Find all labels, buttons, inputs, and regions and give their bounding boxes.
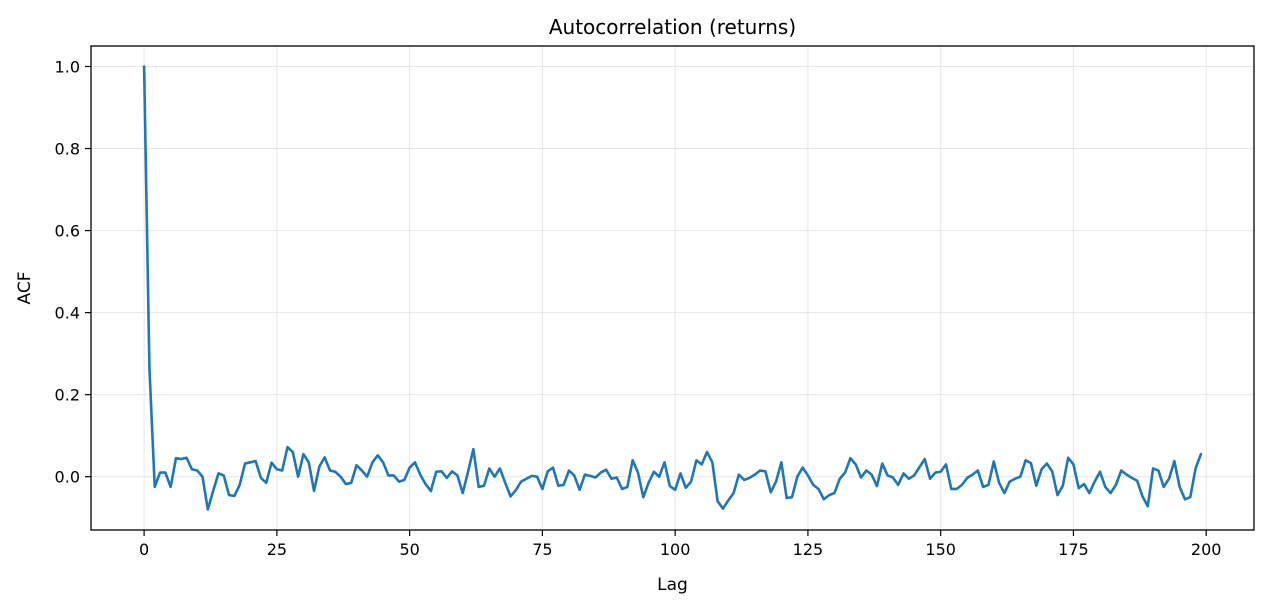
acf-series-line — [142, 65, 1203, 511]
grid-lines — [91, 46, 1254, 530]
plot-frame — [90, 45, 1255, 531]
x-tick-label: 75 — [532, 540, 552, 559]
x-tick-label: 125 — [793, 540, 824, 559]
axis-ticks: 0 25 50 75 100 125 150 175 200 0.0 0.2 0.4 0.6 0.8 1.0 — [55, 58, 1222, 559]
y-tick-label: 0.6 — [55, 222, 80, 241]
x-axis-label: Lag — [657, 575, 688, 595]
y-axis-label: ACF — [15, 272, 35, 305]
x-tick-label: 200 — [1191, 540, 1222, 559]
y-tick-label: 1.0 — [55, 58, 80, 77]
x-tick-label: 150 — [925, 540, 956, 559]
x-tick-label: 175 — [1058, 540, 1089, 559]
y-tick-label: 0.8 — [55, 140, 80, 159]
x-tick-label: 0 — [139, 540, 149, 559]
y-tick-label: 0.0 — [55, 468, 80, 487]
x-tick-label: 100 — [660, 540, 691, 559]
y-tick-label: 0.2 — [55, 386, 80, 405]
y-tick-label: 0.4 — [55, 304, 80, 323]
x-tick-label: 25 — [267, 540, 287, 559]
series-layer — [142, 65, 1203, 511]
chart-title: Autocorrelation (returns) — [549, 15, 796, 39]
x-tick-label: 50 — [399, 540, 419, 559]
